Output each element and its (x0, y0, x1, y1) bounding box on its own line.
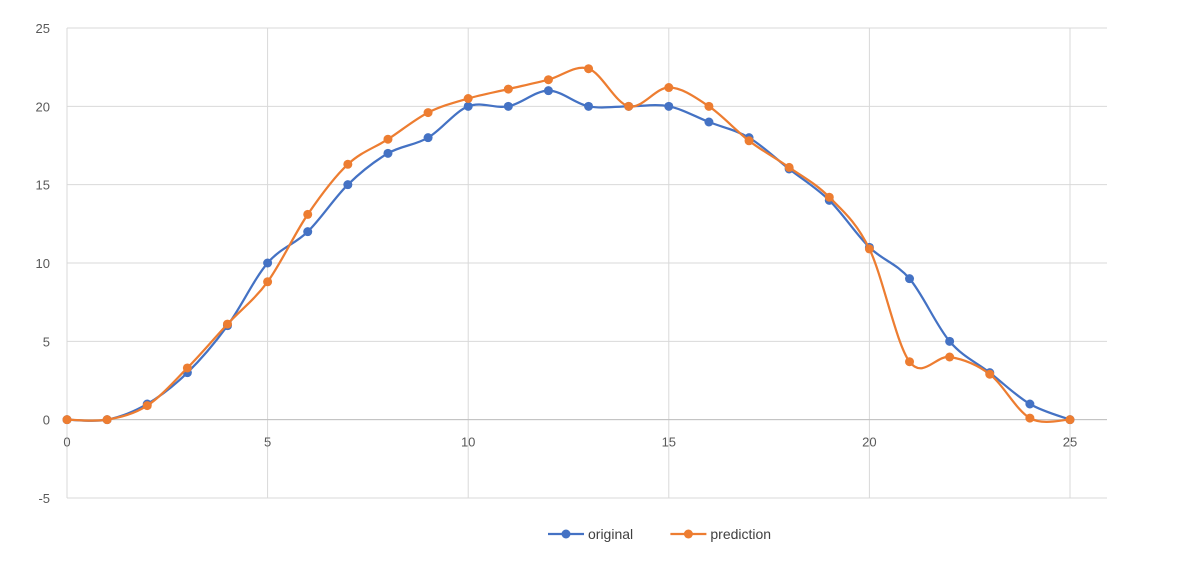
data-point-prediction-19 (824, 192, 834, 202)
data-point-prediction-18 (784, 162, 794, 172)
series-line-prediction (65, 66, 1072, 423)
data-point-prediction-13 (584, 64, 594, 74)
x-tick-label-1: 5 (264, 435, 271, 450)
data-point-original-16 (704, 117, 714, 127)
series-original (62, 86, 1075, 425)
data-point-prediction-1 (102, 415, 112, 425)
data-point-prediction-25 (1065, 415, 1075, 425)
data-point-prediction-15 (664, 83, 674, 93)
data-point-original-11 (503, 101, 513, 111)
legend: original prediction (548, 526, 771, 542)
y-tick-label-5: 20 (36, 99, 50, 114)
legend-item-prediction: prediction (670, 526, 771, 542)
data-point-prediction-22 (945, 352, 955, 362)
data-point-prediction-4 (222, 319, 232, 329)
x-tick-label-0: 0 (63, 435, 70, 450)
data-point-original-15 (664, 101, 674, 111)
data-point-original-5 (263, 258, 273, 268)
axis-tick-labels: -5 0 5 10 15 20 25 0 5 10 15 20 25 (36, 21, 1078, 506)
data-point-prediction-23 (985, 369, 995, 379)
data-point-prediction-0 (62, 415, 72, 425)
legend-label-original: original (588, 526, 633, 542)
data-point-original-21 (905, 274, 915, 284)
data-point-prediction-6 (303, 209, 313, 219)
legend-label-prediction: prediction (710, 526, 771, 542)
y-tick-label-1: 0 (43, 413, 50, 428)
data-point-original-9 (423, 133, 433, 143)
data-point-original-10 (463, 101, 473, 111)
data-point-prediction-2 (142, 401, 152, 411)
series-prediction (62, 64, 1075, 425)
data-point-prediction-10 (463, 94, 473, 103)
data-point-prediction-7 (343, 159, 353, 169)
legend-swatch-marker-prediction (683, 529, 693, 539)
x-tick-label-2: 10 (461, 435, 475, 450)
series-group (62, 64, 1075, 425)
gridlines (66, 27, 1107, 499)
data-point-original-7 (343, 180, 353, 190)
data-point-prediction-21 (905, 357, 915, 367)
data-point-prediction-17 (744, 136, 754, 146)
data-point-original-12 (543, 86, 553, 96)
data-point-original-22 (945, 336, 955, 346)
data-point-original-6 (303, 227, 313, 237)
data-point-original-24 (1025, 399, 1035, 409)
data-point-prediction-24 (1025, 413, 1035, 423)
legend-swatch-marker-original (561, 529, 571, 539)
data-point-prediction-12 (543, 75, 553, 85)
y-tick-label-3: 10 (36, 256, 50, 271)
x-tick-label-3: 15 (662, 435, 676, 450)
data-point-prediction-3 (182, 363, 192, 373)
data-point-prediction-11 (503, 84, 513, 94)
y-tick-label-2: 5 (43, 334, 50, 349)
data-point-prediction-14 (624, 101, 634, 111)
data-point-prediction-8 (383, 134, 393, 144)
x-tick-label-5: 25 (1063, 435, 1077, 450)
data-point-prediction-16 (704, 101, 714, 111)
data-point-prediction-5 (263, 277, 273, 287)
x-tick-label-4: 20 (862, 435, 876, 450)
y-tick-label-0: -5 (38, 491, 50, 506)
legend-item-original: original (548, 526, 633, 542)
y-tick-label-6: 25 (36, 21, 50, 36)
data-point-original-13 (584, 101, 594, 111)
y-tick-label-4: 15 (36, 178, 50, 193)
data-point-prediction-9 (423, 108, 433, 118)
series-line-original (65, 89, 1072, 422)
data-point-original-8 (383, 148, 393, 158)
data-point-prediction-20 (864, 244, 874, 254)
